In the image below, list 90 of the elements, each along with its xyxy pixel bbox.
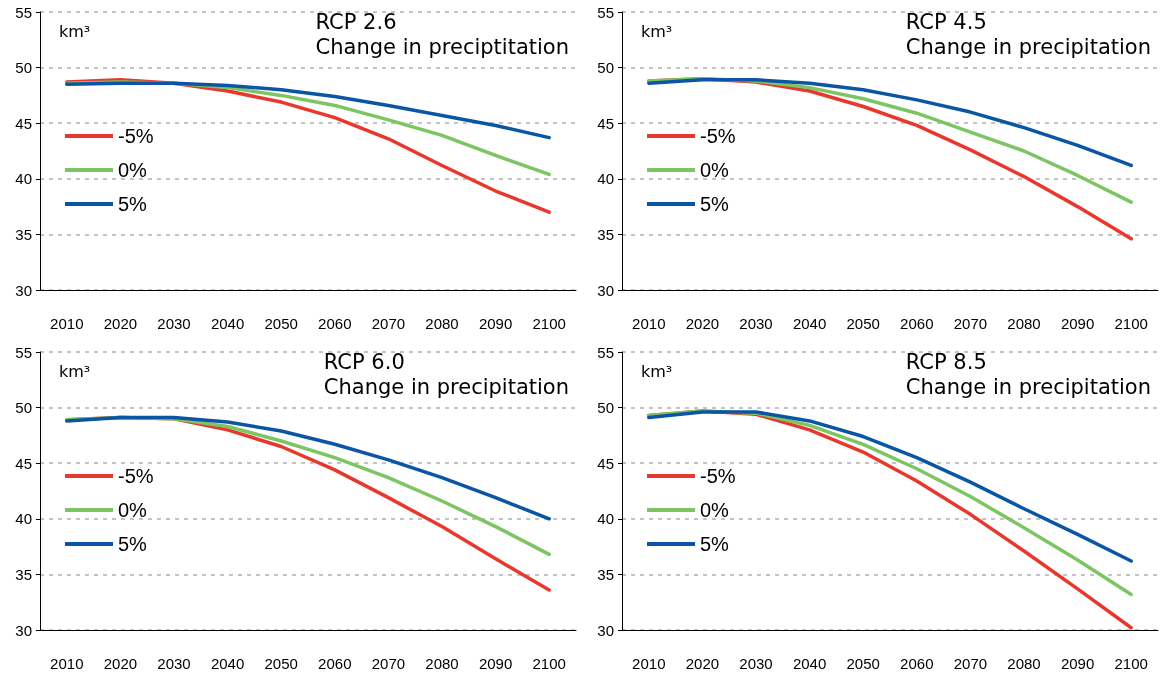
x-tick-label: 2030	[739, 655, 773, 672]
x-tick-label: 2020	[685, 315, 720, 332]
x-tick-label: 2070	[953, 655, 988, 672]
y-tick-label: 55	[597, 343, 614, 361]
x-tick-label: 2050	[264, 315, 298, 332]
x-tick-label: 2100	[532, 315, 566, 332]
x-tick-label: 2090	[1060, 315, 1095, 332]
chart-title: RCP 4.5	[905, 9, 987, 34]
x-tick-label: 2080	[1007, 315, 1041, 332]
y-tick-label: 35	[597, 225, 614, 243]
text: Change in preciptitation	[315, 34, 570, 59]
x-tick-label: 2030	[157, 315, 191, 332]
y-tick-label: 50	[15, 399, 32, 417]
y-tick-label: 50	[597, 399, 614, 417]
text: Change in precipitation	[323, 374, 570, 399]
chart-title: RCP 8.5	[905, 349, 987, 374]
y-tick-label: 45	[15, 114, 32, 132]
x-tick-label: 2050	[264, 655, 298, 672]
y-tick-label: 35	[15, 225, 32, 243]
x-tick-label: 2010	[50, 655, 84, 672]
y-tick-label: 40	[15, 510, 32, 528]
x-tick-label: 2060	[900, 315, 934, 332]
y-tick-label: 35	[15, 565, 32, 583]
x-tick-label: 2040	[792, 315, 827, 332]
x-tick-label: 2090	[1060, 655, 1095, 672]
legend-label: 5%	[700, 193, 730, 215]
legend-label: -5%	[118, 465, 154, 487]
x-tick-label: 2100	[532, 655, 566, 672]
legend-label: -5%	[118, 125, 154, 147]
x-tick-label: 2070	[953, 315, 988, 332]
text: Change in precipitation	[905, 374, 1152, 399]
y-tick-label: 50	[597, 59, 614, 77]
x-tick-label: 2090	[478, 315, 513, 332]
y-tick-label: 40	[15, 170, 32, 188]
y-tick-label: 55	[597, 3, 614, 21]
y-tick-label: 45	[597, 454, 614, 472]
y-tick-label: 55	[15, 343, 32, 361]
x-tick-label: 2080	[425, 315, 459, 332]
chart-title: RCP 2.6	[315, 9, 397, 34]
y-tick-label: 30	[597, 281, 614, 299]
y-tick-label: 40	[597, 510, 614, 528]
x-tick-label: 2060	[318, 655, 352, 672]
y-tick-label: 55	[15, 3, 32, 21]
y-tick-label: 30	[15, 621, 32, 639]
x-tick-label: 2100	[1114, 655, 1148, 672]
legend-label: 0%	[700, 159, 730, 181]
x-tick-label: 2040	[210, 655, 245, 672]
y-tick-label: 35	[597, 565, 614, 583]
line-series	[65, 415, 551, 521]
x-tick-label: 2010	[632, 315, 666, 332]
y-tick-label: 30	[15, 281, 32, 299]
x-tick-label: 2020	[103, 315, 138, 332]
y-tick-label: 45	[597, 114, 614, 132]
x-tick-label: 2040	[210, 315, 245, 332]
x-tick-label: 2080	[1007, 655, 1041, 672]
x-tick-label: 2070	[371, 315, 406, 332]
chart-title: RCP 6.0	[323, 349, 405, 374]
text: Change in precipitation	[905, 34, 1152, 59]
y-tick-label: 45	[15, 454, 32, 472]
x-tick-label: 2030	[157, 655, 191, 672]
x-tick-label: 2030	[739, 315, 773, 332]
y-tick-label: 50	[15, 59, 32, 77]
x-tick-label: 2080	[425, 655, 459, 672]
legend-label: 5%	[118, 193, 148, 215]
x-tick-label: 2050	[846, 655, 880, 672]
line-series	[647, 410, 1133, 563]
x-tick-label: 2090	[478, 655, 513, 672]
legend-label: 5%	[118, 533, 148, 555]
x-tick-label: 2020	[103, 655, 138, 672]
x-tick-label: 2020	[685, 655, 720, 672]
y-axis-title: km³	[641, 361, 673, 381]
legend-label: 5%	[700, 533, 730, 555]
legend-label: 0%	[700, 499, 730, 521]
legend-label: -5%	[700, 465, 736, 487]
legend-label: 0%	[118, 159, 148, 181]
x-tick-label: 2040	[792, 655, 827, 672]
legend-label: 0%	[118, 499, 148, 521]
x-tick-label: 2070	[371, 655, 406, 672]
y-tick-label: 40	[597, 170, 614, 188]
x-tick-label: 2060	[318, 315, 352, 332]
legend-label: -5%	[700, 125, 736, 147]
y-axis-title: km³	[641, 21, 673, 41]
y-axis-title: km³	[59, 21, 91, 41]
y-tick-label: 30	[597, 621, 614, 639]
x-tick-label: 2010	[50, 315, 84, 332]
x-tick-label: 2050	[846, 315, 880, 332]
y-axis-title: km³	[59, 361, 91, 381]
x-tick-label: 2060	[900, 655, 934, 672]
x-tick-label: 2010	[632, 655, 666, 672]
x-tick-label: 2100	[1114, 315, 1148, 332]
